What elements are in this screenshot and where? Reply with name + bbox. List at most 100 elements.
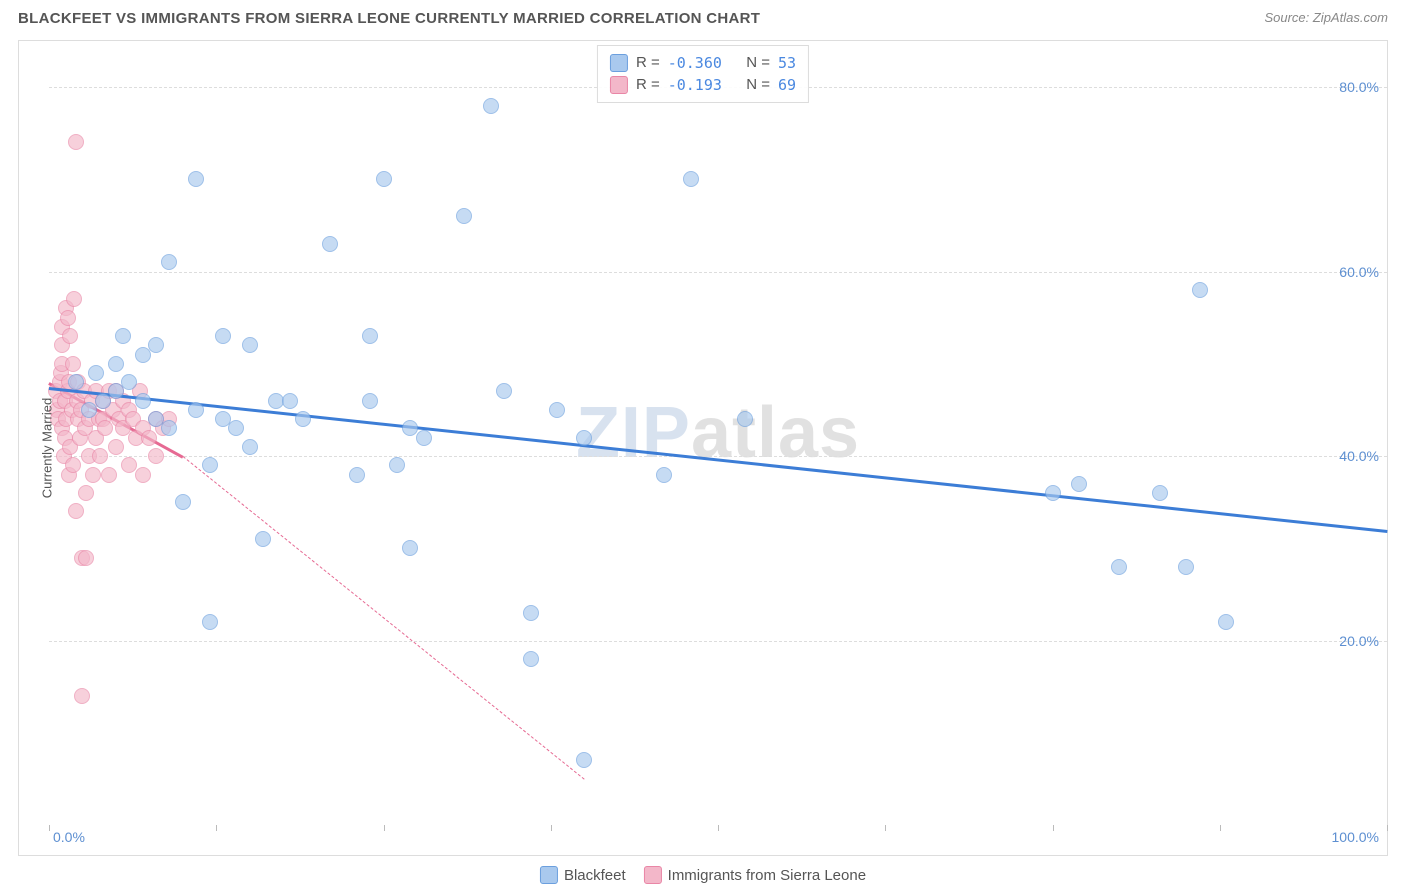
data-point <box>68 134 84 150</box>
n-label: N = <box>746 52 770 74</box>
data-point <box>202 614 218 630</box>
data-point <box>1152 485 1168 501</box>
data-point <box>85 467 101 483</box>
r-label: R = <box>636 52 660 74</box>
data-point <box>68 374 84 390</box>
data-point <box>322 236 338 252</box>
data-point <box>60 310 76 326</box>
x-tick <box>1387 825 1388 831</box>
x-axis-max-label: 100.0% <box>1332 829 1379 845</box>
source-label: Source: ZipAtlas.com <box>1264 10 1388 25</box>
data-point <box>115 328 131 344</box>
stats-row-sierra-leone: R = -0.193 N = 69 <box>610 74 796 96</box>
data-point <box>362 393 378 409</box>
legend-label-blackfeet: Blackfeet <box>564 867 626 884</box>
r-value-blackfeet: -0.360 <box>668 52 722 74</box>
data-point <box>1178 559 1194 575</box>
data-point <box>402 540 418 556</box>
y-tick-label: 20.0% <box>1339 633 1379 649</box>
data-point <box>92 448 108 464</box>
data-point <box>376 171 392 187</box>
data-point <box>62 328 78 344</box>
swatch-blackfeet <box>610 54 628 72</box>
data-point <box>737 411 753 427</box>
data-point <box>282 393 298 409</box>
data-point <box>456 208 472 224</box>
data-point <box>68 503 84 519</box>
n-value-blackfeet: 53 <box>778 52 796 74</box>
n-value-sierra-leone: 69 <box>778 74 796 96</box>
data-point <box>389 457 405 473</box>
data-point <box>148 337 164 353</box>
data-point <box>95 393 111 409</box>
data-point <box>161 420 177 436</box>
data-point <box>78 485 94 501</box>
legend-item-blackfeet: Blackfeet <box>540 866 626 884</box>
data-point <box>108 439 124 455</box>
x-axis-labels: 0.0% 100.0% <box>49 829 1387 849</box>
data-point <box>65 356 81 372</box>
gridline <box>49 456 1387 457</box>
legend-swatch-blackfeet <box>540 866 558 884</box>
data-point <box>1111 559 1127 575</box>
data-point <box>549 402 565 418</box>
data-point <box>242 337 258 353</box>
data-point <box>255 531 271 547</box>
watermark-part-a: ZIP <box>576 393 691 473</box>
legend-item-sierra-leone: Immigrants from Sierra Leone <box>644 866 866 884</box>
watermark: ZIPatlas <box>576 392 860 474</box>
y-axis-label: Currently Married <box>40 398 55 498</box>
y-tick-label: 40.0% <box>1339 448 1379 464</box>
data-point <box>295 411 311 427</box>
data-point <box>161 254 177 270</box>
data-point <box>656 467 672 483</box>
watermark-part-b: atlas <box>691 393 860 473</box>
data-point <box>349 467 365 483</box>
data-point <box>135 467 151 483</box>
data-point <box>1218 614 1234 630</box>
data-point <box>576 752 592 768</box>
data-point <box>66 291 82 307</box>
r-value-sierra-leone: -0.193 <box>668 74 722 96</box>
data-point <box>523 651 539 667</box>
data-point <box>483 98 499 114</box>
data-point <box>78 550 94 566</box>
data-point <box>416 430 432 446</box>
data-point <box>228 420 244 436</box>
data-point <box>97 420 113 436</box>
data-point <box>141 430 157 446</box>
gridline <box>49 641 1387 642</box>
r-label: R = <box>636 74 660 96</box>
data-point <box>65 457 81 473</box>
data-point <box>188 402 204 418</box>
data-point <box>81 402 97 418</box>
swatch-sierra-leone <box>610 76 628 94</box>
data-point <box>175 494 191 510</box>
legend-swatch-sierra-leone <box>644 866 662 884</box>
data-point <box>496 383 512 399</box>
data-point <box>101 467 117 483</box>
data-point <box>88 365 104 381</box>
data-point <box>188 171 204 187</box>
plot-area: ZIPatlas 20.0% 40.0% 60.0% 80.0% <box>49 41 1387 825</box>
series-legend: Blackfeet Immigrants from Sierra Leone <box>540 866 866 884</box>
data-point <box>523 605 539 621</box>
y-tick-label: 60.0% <box>1339 264 1379 280</box>
data-point <box>202 457 218 473</box>
data-point <box>148 448 164 464</box>
chart-frame: ZIPatlas 20.0% 40.0% 60.0% 80.0% Currently … <box>18 40 1388 856</box>
data-point <box>683 171 699 187</box>
data-point <box>135 393 151 409</box>
data-point <box>108 356 124 372</box>
stats-legend: R = -0.360 N = 53 R = -0.193 N = 69 <box>597 45 809 103</box>
data-point <box>1071 476 1087 492</box>
data-point <box>74 688 90 704</box>
stats-row-blackfeet: R = -0.360 N = 53 <box>610 52 796 74</box>
gridline <box>49 272 1387 273</box>
data-point <box>242 439 258 455</box>
n-label: N = <box>746 74 770 96</box>
data-point <box>362 328 378 344</box>
data-point <box>1192 282 1208 298</box>
data-point <box>1045 485 1061 501</box>
y-tick-label: 80.0% <box>1339 79 1379 95</box>
